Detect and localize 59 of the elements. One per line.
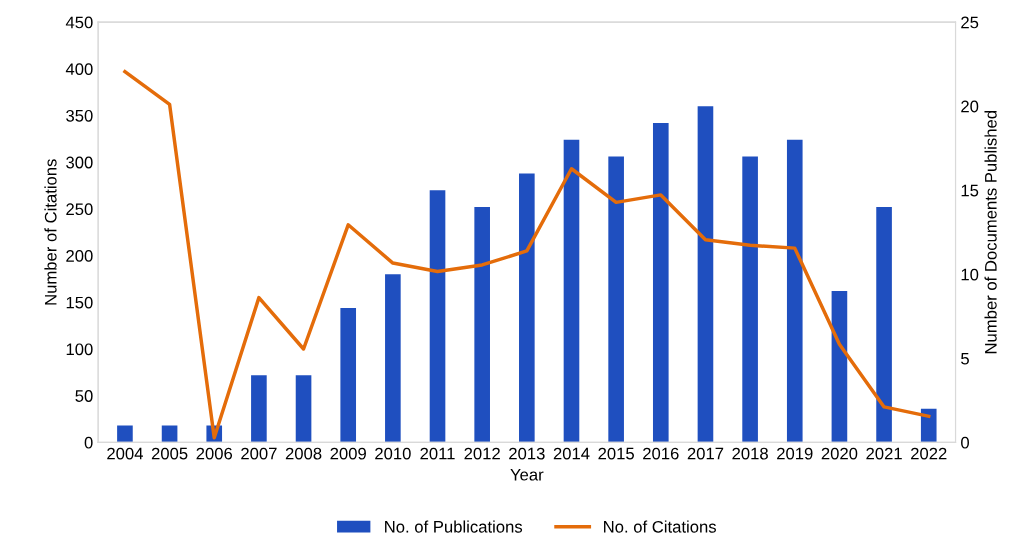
x-tick-label: 2011 bbox=[420, 447, 455, 460]
bar bbox=[697, 106, 714, 443]
bar bbox=[340, 307, 357, 443]
y-tick-label: 150 bbox=[66, 296, 93, 309]
y-tick-label: 450 bbox=[65, 16, 93, 29]
y2-tick-label: 5 bbox=[961, 352, 969, 365]
y2-tick-label: 15 bbox=[961, 184, 979, 197]
y2-tick-label: 20 bbox=[961, 100, 979, 113]
y-axis-title: Number of Citations bbox=[44, 159, 57, 305]
bar bbox=[742, 156, 758, 443]
bar bbox=[295, 375, 312, 443]
x-tick-label: 2016 bbox=[643, 447, 679, 460]
bar bbox=[608, 156, 624, 443]
x-tick-label: 2004 bbox=[107, 447, 143, 460]
x-tick-label: 2008 bbox=[285, 447, 322, 460]
x-tick-label: 2012 bbox=[464, 447, 500, 460]
x-tick-label: 2020 bbox=[821, 447, 858, 460]
y2-axis-title: Number of Documents Published bbox=[984, 111, 997, 354]
bar bbox=[876, 207, 892, 443]
y2-tick-label: 10 bbox=[961, 268, 979, 281]
x-tick-label: 2007 bbox=[241, 447, 277, 460]
bar bbox=[117, 425, 133, 443]
legend-label: No. of Citations bbox=[604, 520, 717, 533]
y-tick-label: 350 bbox=[66, 109, 93, 122]
legend-label: No. of Publications bbox=[385, 520, 523, 533]
x-tick-label: 2019 bbox=[777, 447, 813, 460]
bar bbox=[429, 190, 446, 443]
bar bbox=[519, 173, 535, 443]
x-tick-label: 2013 bbox=[509, 447, 545, 460]
x-tick-label: 2006 bbox=[196, 447, 233, 460]
bar bbox=[563, 139, 580, 443]
x-tick-label: 2021 bbox=[866, 447, 902, 460]
line-series bbox=[123, 69, 931, 440]
x-tick-label: 2014 bbox=[553, 447, 590, 460]
x-tick-label: 2022 bbox=[911, 447, 947, 460]
x-tick-label: 2017 bbox=[687, 447, 724, 460]
y-tick-label: 400 bbox=[65, 63, 93, 76]
x-tick-label: 2015 bbox=[598, 447, 634, 460]
bar bbox=[251, 375, 267, 443]
y-tick-label: 200 bbox=[66, 250, 93, 262]
bar bbox=[831, 291, 848, 443]
bar bbox=[474, 207, 490, 443]
y2-tick-label: 0 bbox=[961, 436, 969, 449]
y-tick-label: 250 bbox=[66, 203, 93, 216]
y2-tick-label: 25 bbox=[961, 16, 979, 29]
y-tick-label: 50 bbox=[75, 390, 93, 402]
y-tick-label: 0 bbox=[84, 436, 93, 449]
bar bbox=[786, 139, 803, 443]
y-tick-label: 300 bbox=[66, 156, 93, 169]
x-tick-label: 2010 bbox=[375, 447, 411, 460]
bar bbox=[161, 425, 178, 443]
x-axis-title: Year bbox=[510, 468, 544, 481]
x-tick-label: 2018 bbox=[732, 447, 768, 460]
bar bbox=[652, 122, 669, 443]
bar bbox=[385, 274, 401, 443]
x-tick-label: 2005 bbox=[151, 447, 188, 460]
x-tick-label: 2009 bbox=[330, 447, 366, 460]
bar bbox=[920, 408, 937, 443]
y-tick-label: 100 bbox=[66, 343, 93, 356]
